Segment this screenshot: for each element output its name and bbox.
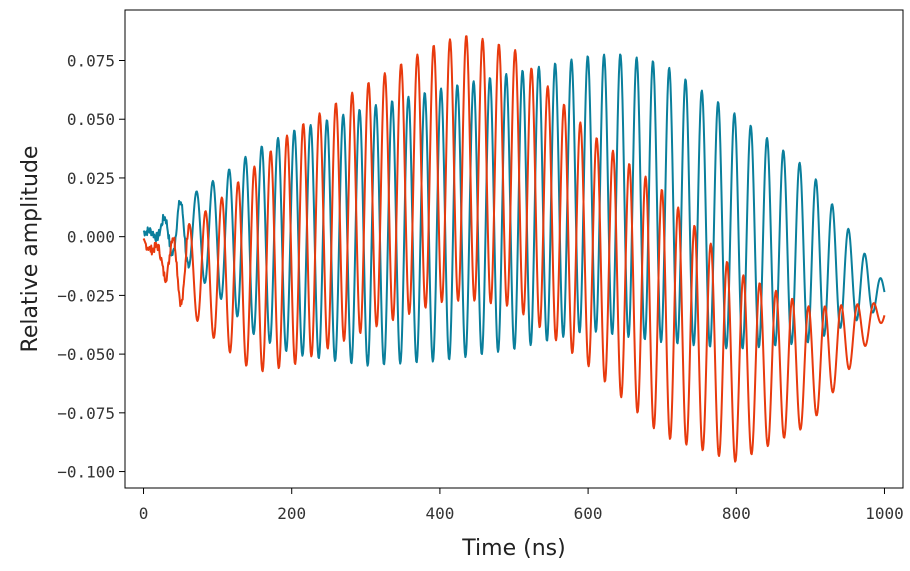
x-axis: 0 200 400 600 800 1000 (139, 488, 904, 523)
y-tick-label: 0.000 (67, 228, 115, 247)
x-tick-label: 400 (425, 504, 454, 523)
x-tick-label: 600 (574, 504, 603, 523)
plot-area-frame (124, 9, 904, 489)
y-axis-title: Relative amplitude (18, 146, 43, 353)
y-axis: 0.075 0.050 0.025 0.000 −0.025 −0.050 −0.075 −0… (57, 52, 125, 482)
y-tick-label: 0.050 (67, 110, 115, 129)
x-tick-label: 1000 (865, 504, 904, 523)
y-tick-label: 0.075 (67, 52, 115, 71)
x-tick-label: 0 (139, 504, 149, 523)
y-tick-label: −0.050 (57, 345, 115, 364)
y-tick-label: 0.025 (67, 169, 115, 188)
x-axis-title: Time (ns) (461, 536, 565, 561)
series-line-2 (142, 35, 886, 463)
y-tick-label: −0.100 (57, 463, 115, 482)
x-tick-label: 200 (277, 504, 306, 523)
y-tick-label: −0.025 (57, 286, 115, 305)
series-layer (142, 35, 886, 463)
y-tick-label: −0.075 (57, 404, 115, 423)
x-tick-label: 800 (722, 504, 751, 523)
